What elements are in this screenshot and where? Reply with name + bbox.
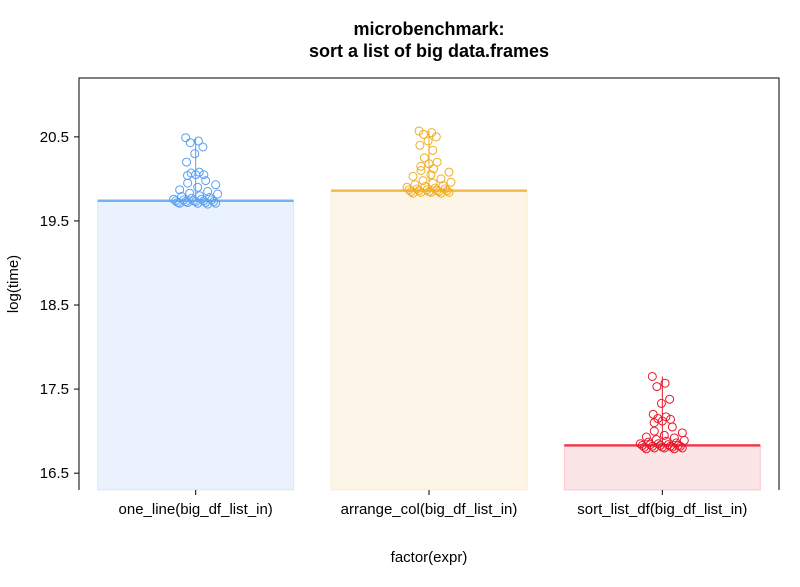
bar (97, 200, 295, 491)
y-tick-label: 19.5 (40, 213, 69, 230)
data-point (426, 170, 436, 180)
data-point (201, 176, 211, 186)
data-point (414, 126, 424, 136)
data-point (185, 188, 195, 198)
data-point (183, 178, 193, 188)
data-point (665, 394, 675, 404)
data-point (446, 177, 456, 187)
data-point (657, 416, 667, 426)
data-point (408, 188, 418, 198)
data-point (659, 443, 669, 453)
data-point (213, 189, 223, 199)
data-point (426, 187, 436, 197)
data-point (429, 164, 439, 174)
data-point (656, 398, 666, 408)
bar (563, 444, 761, 491)
data-point (175, 198, 185, 208)
data-point (198, 142, 208, 152)
data-point (669, 444, 679, 454)
data-point (203, 199, 213, 209)
plot-frame (78, 77, 780, 490)
data-point (444, 167, 454, 177)
chart-subtitle: sort a list of big data.frames (309, 41, 549, 61)
data-point (406, 187, 416, 197)
data-point (652, 382, 662, 392)
y-tick-label: 18.5 (40, 297, 69, 314)
data-point (659, 430, 669, 440)
data-point (190, 149, 200, 159)
data-point (415, 140, 425, 150)
data-point (203, 187, 213, 197)
data-point (181, 133, 191, 143)
y-tick-label: 20.5 (40, 129, 69, 146)
data-point (428, 145, 438, 155)
data-point (436, 188, 446, 198)
data-point (641, 444, 651, 454)
data-point (419, 153, 429, 163)
data-point (193, 198, 203, 208)
data-point (667, 422, 677, 432)
data-point (185, 138, 195, 148)
y-axis-label: log(time) (5, 255, 22, 313)
data-point (648, 409, 658, 419)
data-point (193, 182, 203, 192)
data-point (424, 159, 434, 169)
bar (330, 190, 528, 491)
data-point (416, 161, 426, 171)
y-tick-label: 17.5 (40, 381, 69, 398)
y-tick-label: 16.5 (40, 465, 69, 482)
data-point (436, 174, 446, 184)
data-point (641, 432, 651, 442)
data-point (677, 428, 687, 438)
data-point (666, 414, 676, 424)
data-point (660, 378, 670, 388)
plot-area (78, 77, 780, 491)
data-point (669, 433, 679, 443)
x-axis-label: factor(expr) (391, 549, 468, 566)
chart-title: microbenchmark: (353, 19, 504, 39)
data-point (419, 129, 429, 139)
x-axis: one_line(big_df_list_in) arrange_col(big_… (119, 490, 747, 518)
data-point (423, 136, 433, 146)
data-point (408, 171, 418, 181)
data-point (193, 136, 203, 146)
data-point (428, 178, 438, 188)
x-tick-label: sort_list_df(big_df_list_in) (577, 501, 747, 518)
data-point (211, 180, 221, 190)
data-point (647, 371, 657, 381)
x-tick-label: arrange_col(big_df_list_in) (341, 501, 518, 518)
data-point (432, 157, 442, 167)
y-axis: 16.5 17.5 18.5 19.5 20.5 (40, 129, 79, 482)
data-point (639, 442, 649, 452)
data-point (649, 426, 659, 436)
data-point (182, 157, 192, 167)
x-tick-label: one_line(big_df_list_in) (119, 501, 273, 518)
data-point (418, 176, 428, 186)
data-point (416, 165, 426, 175)
data-point (175, 185, 185, 195)
data-point (431, 132, 441, 142)
